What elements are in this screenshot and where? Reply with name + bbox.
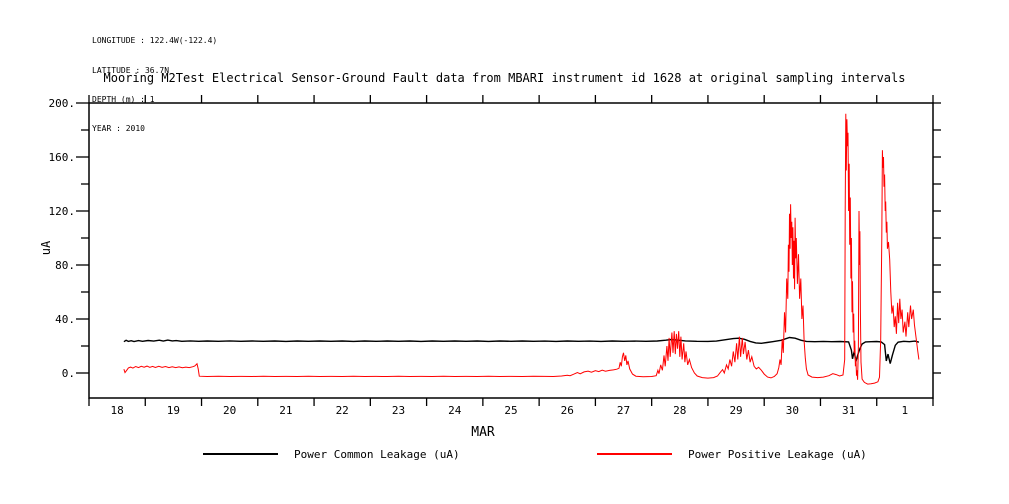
chart-title: Mooring M2Test Electrical Sensor-Ground … [103,71,906,85]
plot-box [88,102,934,399]
series-line-power-common-leakage-ua [123,336,920,364]
x-tick-label: 23 [392,404,405,417]
x-tick-label: 25 [504,404,517,417]
y-tick-label: 160. [49,151,76,164]
x-tick-label: 19 [167,404,180,417]
x-tick-label: 29 [729,404,742,417]
legend-line-common-icon [203,453,278,455]
y-axis-title: uA [39,240,53,255]
x-tick-label: 1 [902,404,909,417]
y-tick-label: 200. [49,97,76,110]
metadata-longitude: LONGITUDE : 122.4W(-122.4) [92,36,218,46]
x-tick-label: 22 [336,404,349,417]
legend-label-common: Power Common Leakage (uA) [294,447,460,461]
metadata-block: LONGITUDE : 122.4W(-122.4) LATITUDE : 36… [92,17,217,153]
legend-label-positive: Power Positive Leakage (uA) [688,447,867,461]
x-tick-label: 28 [673,404,686,417]
x-tick-label: 18 [111,404,124,417]
x-tick-label: 21 [279,404,292,417]
legend-line-positive-icon [597,453,672,455]
x-tick-label: 24 [448,404,462,417]
metadata-latitude: LATITUDE : 36.7N [92,65,170,75]
x-tick-label: 20 [223,404,236,417]
x-tick-label: 30 [786,404,799,417]
metadata-depth: DEPTH (m) : 1 [92,94,155,104]
legend-item-positive: Power Positive Leakage (uA) [597,446,867,462]
metadata-year: YEAR : 2010 [92,123,145,133]
y-tick-label: 80. [55,259,75,272]
legend-item-common: Power Common Leakage (uA) [203,446,460,462]
x-tick-label: 26 [561,404,574,417]
y-tick-label: 120. [49,205,76,218]
legend: Power Common Leakage (uA) Power Positive… [0,446,1009,464]
x-axis-title: MAR [471,425,495,440]
x-tick-label: 31 [842,404,855,417]
y-tick-label: 0. [62,367,75,380]
x-tick-label: 27 [617,404,630,417]
series-line-power-positive-leakage-ua [123,113,920,385]
y-tick-label: 40. [55,313,75,326]
